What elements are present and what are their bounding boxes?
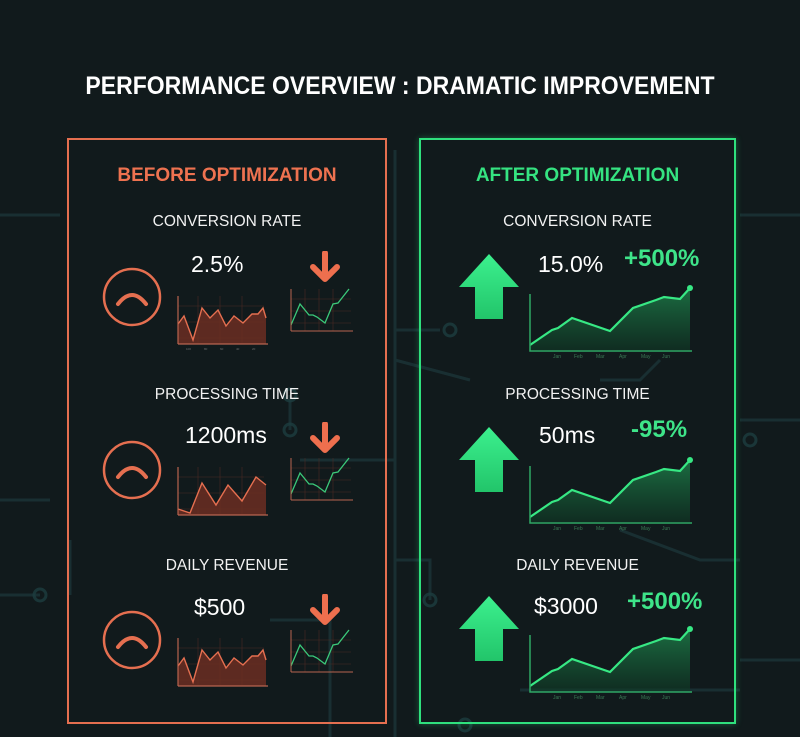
after-metric-processing-time: PROCESSING TIME 50ms -95% Jan Feb Mar Apr Ma… bbox=[421, 386, 734, 556]
after-area-chart: Jan Feb Mar Apr May Jun bbox=[529, 457, 693, 532]
metric-value: 2.5% bbox=[191, 251, 244, 277]
arrow-down-icon bbox=[310, 251, 340, 282]
page-title: PERFORMANCE OVERVIEW : DRAMATIC IMPROVEM… bbox=[85, 72, 715, 100]
metric-value: 50ms bbox=[539, 422, 596, 448]
svg-text:Mar: Mar bbox=[596, 695, 605, 701]
svg-text:Jan: Jan bbox=[553, 526, 561, 532]
before-area-chart: 100 80 60 40 20 bbox=[177, 296, 268, 351]
svg-text:Jun: Jun bbox=[662, 695, 670, 701]
metric-label: PROCESSING TIME bbox=[154, 386, 300, 403]
svg-text:Apr: Apr bbox=[619, 354, 627, 360]
before-metric-conversion-rate: CONVERSION RATE 2.5% 100 80 60 40 20 bbox=[69, 213, 385, 383]
before-heading: BEFORE OPTIMIZATION bbox=[117, 165, 337, 186]
after-metric-conversion-rate: CONVERSION RATE 15.0% +500% Jan Feb Mar Apr… bbox=[421, 213, 734, 383]
svg-text:100: 100 bbox=[186, 347, 191, 351]
before-area-chart bbox=[177, 638, 268, 687]
delta-badge: -95% bbox=[631, 416, 688, 443]
arrow-down-icon bbox=[310, 594, 340, 625]
svg-text:60: 60 bbox=[220, 347, 224, 351]
sad-face-icon bbox=[102, 267, 162, 327]
delta-badge: +500% bbox=[624, 245, 700, 272]
after-optimization-panel: AFTER OPTIMIZATION CONVERSION RATE 15.0%… bbox=[419, 138, 736, 724]
after-heading: AFTER OPTIMIZATION bbox=[475, 165, 680, 186]
metric-label: DAILY REVENUE bbox=[516, 557, 639, 574]
svg-text:Feb: Feb bbox=[574, 354, 583, 360]
svg-text:80: 80 bbox=[204, 347, 208, 351]
before-optimization-panel: BEFORE OPTIMIZATION CONVERSION RATE 2.5%… bbox=[67, 138, 387, 724]
metric-value: $500 bbox=[194, 594, 246, 620]
svg-text:Mar: Mar bbox=[596, 526, 605, 532]
svg-text:May: May bbox=[641, 695, 651, 701]
delta-badge: +500% bbox=[627, 588, 703, 615]
arrow-up-icon bbox=[459, 596, 519, 661]
metric-label: CONVERSION RATE bbox=[152, 213, 302, 230]
svg-text:Jun: Jun bbox=[662, 526, 670, 532]
sad-face-icon bbox=[102, 610, 162, 670]
svg-text:May: May bbox=[641, 354, 651, 360]
metric-value: $3000 bbox=[534, 593, 598, 619]
before-mini-line-chart bbox=[290, 457, 353, 501]
svg-text:Feb: Feb bbox=[574, 526, 583, 532]
arrow-up-icon bbox=[459, 427, 519, 492]
svg-text:Jan: Jan bbox=[553, 695, 561, 701]
svg-text:Jun: Jun bbox=[662, 354, 670, 360]
svg-text:40: 40 bbox=[236, 347, 240, 351]
arrow-up-icon bbox=[459, 254, 519, 319]
after-metric-daily-revenue: DAILY REVENUE $3000 +500% Jan Feb Mar Apr Ma… bbox=[421, 557, 734, 727]
metric-label: CONVERSION RATE bbox=[503, 213, 652, 230]
svg-text:Feb: Feb bbox=[574, 695, 583, 701]
before-area-chart bbox=[177, 467, 268, 516]
svg-text:Apr: Apr bbox=[619, 695, 627, 701]
metric-value: 15.0% bbox=[538, 251, 604, 277]
svg-text:May: May bbox=[641, 526, 651, 532]
before-mini-line-chart bbox=[290, 629, 353, 673]
svg-text:Jan: Jan bbox=[553, 354, 561, 360]
metric-label: PROCESSING TIME bbox=[505, 386, 650, 403]
after-area-chart: Jan Feb Mar Apr May Jun bbox=[529, 626, 693, 701]
sad-face-icon bbox=[102, 440, 162, 500]
metric-value: 1200ms bbox=[185, 422, 267, 448]
arrow-down-icon bbox=[310, 422, 340, 453]
metric-label: DAILY REVENUE bbox=[165, 557, 289, 574]
before-metric-processing-time: PROCESSING TIME 1200ms bbox=[69, 386, 385, 556]
after-area-chart: Jan Feb Mar Apr May Jun bbox=[529, 285, 693, 360]
svg-text:20: 20 bbox=[252, 347, 256, 351]
before-mini-line-chart bbox=[290, 288, 353, 332]
svg-text:Mar: Mar bbox=[596, 354, 605, 360]
before-metric-daily-revenue: DAILY REVENUE $500 bbox=[69, 557, 385, 727]
svg-text:Apr: Apr bbox=[619, 526, 627, 532]
